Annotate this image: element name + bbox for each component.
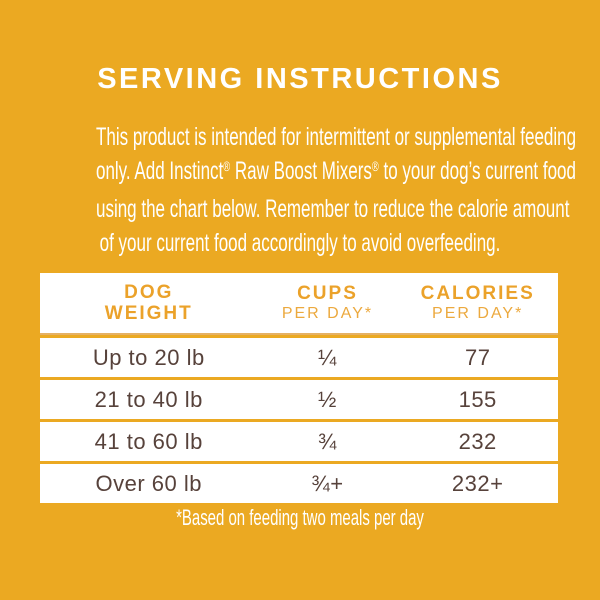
calories-cell: 155	[458, 386, 497, 412]
table-row: 21 to 40 lb ½ 155	[40, 380, 558, 419]
intro-line-2-text-a: only. Add Instinct	[96, 157, 224, 185]
header-cups: CUPS PER DAY*	[258, 283, 398, 323]
intro-line-2: only. Add Instinct® Raw Boost Mixers® to…	[96, 154, 576, 192]
weight-cell: 21 to 40 lb	[94, 386, 203, 412]
cups-cell: ¼	[318, 344, 337, 370]
registered-trademark-symbol: ®	[371, 159, 379, 175]
calories-cell: 232+	[451, 470, 504, 496]
footnote: *Based on feeding two meals per day	[176, 505, 424, 530]
cups-cell: ¾+	[311, 470, 344, 496]
registered-trademark-symbol: ®	[223, 159, 231, 175]
header-dog-weight-line2: WEIGHT	[104, 303, 193, 324]
weight-cell: 41 to 60 lb	[94, 428, 203, 454]
intro-paragraph: This product is intended for intermitten…	[0, 120, 600, 260]
table-row: Over 60 lb ¾+ 232+	[40, 464, 558, 503]
header-dog-weight: DOG WEIGHT	[40, 282, 258, 324]
header-dog-weight-line1: DOG	[124, 282, 174, 303]
calories-cell: 232	[458, 428, 497, 454]
intro-line-2-text-c: to your dog’s current food	[378, 157, 576, 185]
intro-line-2-text-b: Raw Boost Mixers	[230, 157, 372, 185]
feeding-chart-table: DOG WEIGHT CUPS PER DAY* CALORIES PER DA…	[40, 273, 558, 503]
weight-cell: Up to 20 lb	[92, 344, 205, 370]
cups-cell: ½	[318, 386, 337, 412]
calories-cell: 77	[464, 344, 491, 370]
intro-line-4: of your current food accordingly to avoi…	[99, 229, 501, 257]
table-row: 41 to 60 lb ¾ 232	[40, 422, 558, 461]
header-cups-sublabel: PER DAY*	[281, 305, 374, 322]
cups-cell: ¾	[318, 428, 337, 454]
table-row: Up to 20 lb ¼ 77	[40, 338, 558, 377]
header-calories: CALORIES PER DAY*	[397, 283, 558, 323]
header-cups-label: CUPS	[297, 283, 358, 304]
weight-cell: Over 60 lb	[95, 470, 203, 496]
table-header-row: DOG WEIGHT CUPS PER DAY* CALORIES PER DA…	[40, 273, 558, 335]
header-calories-sublabel: PER DAY*	[432, 305, 524, 322]
header-calories-label: CALORIES	[420, 283, 535, 304]
page-title: SERVING INSTRUCTIONS	[97, 63, 503, 95]
intro-line-3: using the chart below. Remember to reduc…	[96, 195, 570, 223]
intro-line-1: This product is intended for intermitten…	[96, 123, 577, 151]
